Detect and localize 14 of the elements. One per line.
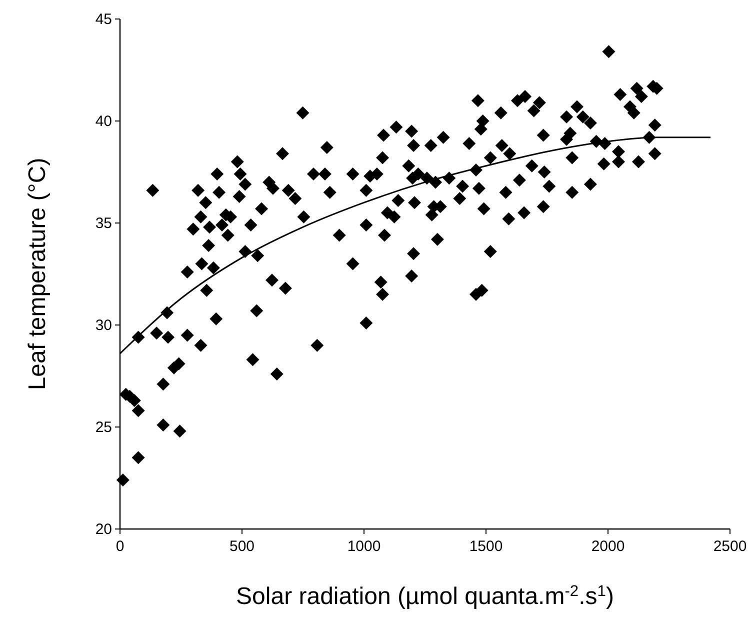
x-axis-title: Solar radiation (µmol quanta.m$^{-2}$.s$^{1}$): [236, 582, 614, 610]
y-tick-label: 30: [95, 317, 112, 334]
x-tick-label: 1000: [347, 538, 381, 555]
y-tick-label: 35: [95, 215, 112, 232]
y-axis-title: Leaf temperature (°C): [24, 158, 51, 390]
x-tick-label: 2000: [591, 538, 625, 555]
x-tick-label: 0: [116, 538, 124, 555]
y-tick-label: 40: [95, 113, 112, 130]
x-tick-label: 500: [229, 538, 255, 555]
y-tick-label: 45: [95, 11, 112, 28]
x-tick-label: 2500: [713, 538, 747, 555]
y-tick-label: 20: [95, 521, 112, 538]
y-tick-label: 25: [95, 419, 112, 436]
x-tick-label: 1500: [469, 538, 503, 555]
